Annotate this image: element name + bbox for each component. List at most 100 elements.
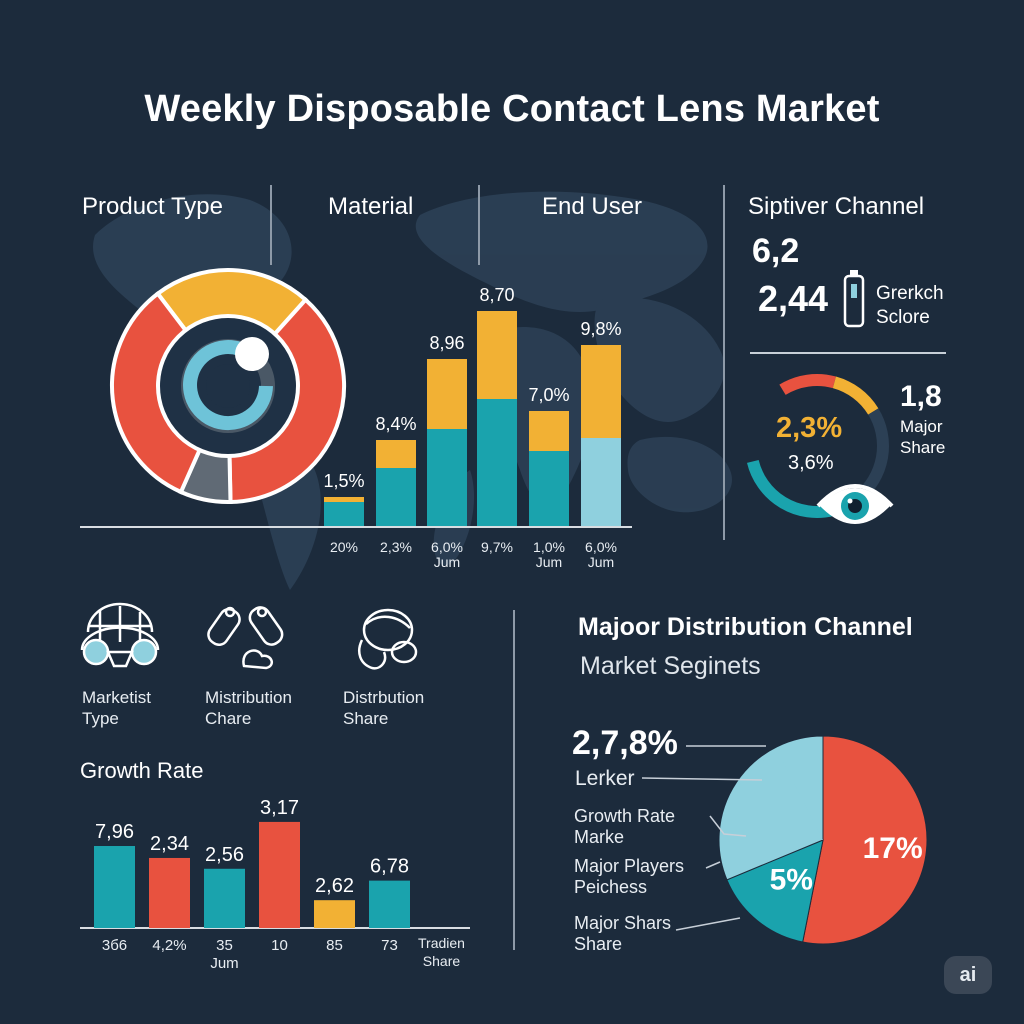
divider-1 xyxy=(270,185,272,265)
pie-slice-label-2: 5% xyxy=(770,864,813,897)
ai-badge: ai xyxy=(944,956,992,994)
stack-tick-label-3: 6,0% xyxy=(431,539,463,555)
growth-data-label-3: 2,56 xyxy=(205,844,244,866)
stack-tick-label-6: 6,0% xyxy=(585,539,617,555)
channel-value-1: 6,2 xyxy=(752,232,800,270)
donut-core xyxy=(206,364,250,408)
growth-bar-1 xyxy=(94,846,135,928)
side-label: Major Share xyxy=(900,416,945,458)
stack-data-label-5: 7,0% xyxy=(528,385,569,405)
growth-bar-3 xyxy=(204,868,245,928)
stack-data-label-1: 1,5% xyxy=(323,471,364,491)
icon-label-3-line-1: Distrbution xyxy=(343,688,425,707)
major-distribution-header: Majoor Distribution Channel xyxy=(578,613,913,641)
stack-tick-sublabel-5: Jum xyxy=(536,554,562,570)
score-label-line-1: Grerkch xyxy=(876,283,944,304)
stack-tick-label-1: 20% xyxy=(330,539,358,555)
pie-callout-growth-line-2: Marke xyxy=(574,827,625,847)
gauge-arc-1 xyxy=(779,374,836,395)
icon-label-3: Distrbution Share xyxy=(343,687,424,729)
growth-data-label-1: 7,96 xyxy=(95,821,134,843)
icon-label-2: Mistribution Chare xyxy=(205,687,292,729)
divider-2 xyxy=(478,185,480,265)
growth-extra-tick-line-1: Tradien xyxy=(418,935,465,951)
side-label-line-2: Share xyxy=(900,438,946,457)
side-value: 1,8 xyxy=(900,380,942,413)
growth-tick-label-4: 10 xyxy=(271,937,288,954)
stack-bar-top-5 xyxy=(529,411,569,451)
stack-bar-top-1 xyxy=(324,497,364,502)
icon-label-1-line-2: Type xyxy=(82,709,119,728)
pie-callout-shars-line-1: Major Shars xyxy=(574,913,672,933)
growth-tick-label-5: 85 xyxy=(326,937,343,954)
stack-bar-top-3 xyxy=(427,359,467,429)
divider-4 xyxy=(513,610,515,950)
pie-callout-players-line-1: Major Players xyxy=(574,856,685,876)
stack-bar-bottom-5 xyxy=(529,451,569,526)
icon-label-1-line-1: Marketist xyxy=(82,688,151,707)
pie-callout-shars-line-2: Share xyxy=(574,934,623,954)
growth-extra-tick: Tradien Share xyxy=(418,934,465,970)
gauge-primary-value: 2,3% xyxy=(776,412,843,444)
pie-callout-players: Major Players Peichess xyxy=(574,856,684,898)
icon-label-2-line-1: Mistribution xyxy=(205,688,292,707)
top-chart-baseline xyxy=(80,526,632,528)
stack-tick-label-5: 1,0% xyxy=(533,539,565,555)
icon-label-2-line-2: Chare xyxy=(205,709,252,728)
growth-tick-label-2: 4,2% xyxy=(152,937,186,954)
stack-bar-bottom-3 xyxy=(427,429,467,526)
growth-tick-sublabel-3: Jum xyxy=(210,955,238,972)
stack-tick-label-2: 2,3% xyxy=(380,539,412,555)
pie-callout-shars: Major Shars Share xyxy=(574,913,671,955)
growth-bar-4 xyxy=(259,821,300,928)
growth-data-label-4: 3,17 xyxy=(260,797,299,819)
stack-tick-label-4: 9,7% xyxy=(481,539,513,555)
side-label-line-1: Major xyxy=(900,417,943,436)
stack-bar-bottom-6 xyxy=(581,438,621,526)
divider-3 xyxy=(723,185,725,540)
growth-data-label-6: 6,78 xyxy=(370,856,409,878)
pie-callout-lerker: Lerker xyxy=(575,767,635,790)
score-label: Grerkch Sclore xyxy=(876,282,944,330)
donut-highlight-dot xyxy=(235,337,269,371)
growth-extra-tick-line-2: Share xyxy=(422,953,461,969)
pie-slice-label-1: 17% xyxy=(863,832,923,865)
donut-inner-arc xyxy=(183,340,273,431)
gauge-arc-2 xyxy=(832,376,879,415)
product-type-header: Product Type xyxy=(82,193,223,220)
pie-callout-growth-line-1: Growth Rate xyxy=(574,806,676,826)
end-user-header: End User xyxy=(542,193,643,220)
growth-rate-header: Growth Rate xyxy=(80,758,204,783)
pie-callout-players-line-2: Peichess xyxy=(574,877,648,897)
channel-divider xyxy=(750,352,946,354)
stack-tick-sublabel-6: Jum xyxy=(588,554,614,570)
pie-callout-value: 2,7,8% xyxy=(572,724,678,762)
pie-callout-growth: Growth Rate Marke xyxy=(574,806,675,848)
growth-bar-6 xyxy=(369,880,410,928)
channel-value-2: 2,44 xyxy=(758,278,829,319)
score-label-line-2: Sclore xyxy=(876,307,930,328)
stack-bar-top-6 xyxy=(581,345,621,438)
stack-tick-sublabel-3: Jum xyxy=(434,554,460,570)
stack-data-label-2: 8,4% xyxy=(375,414,416,434)
stack-data-label-4: 8,70 xyxy=(479,285,514,305)
growth-bar-5 xyxy=(314,900,355,928)
icon-label-1: Marketist Type xyxy=(82,687,151,729)
stack-data-label-3: 8,96 xyxy=(429,333,464,353)
channel-header: Siptiver Channel xyxy=(748,193,925,220)
gauge-secondary-value: 3,6% xyxy=(788,452,834,474)
growth-data-label-5: 2,62 xyxy=(315,875,354,897)
stack-bar-top-4 xyxy=(477,311,517,399)
stack-bar-bottom-2 xyxy=(376,468,416,526)
growth-bar-2 xyxy=(149,857,190,928)
growth-tick-label-1: 3б6 xyxy=(102,937,127,954)
